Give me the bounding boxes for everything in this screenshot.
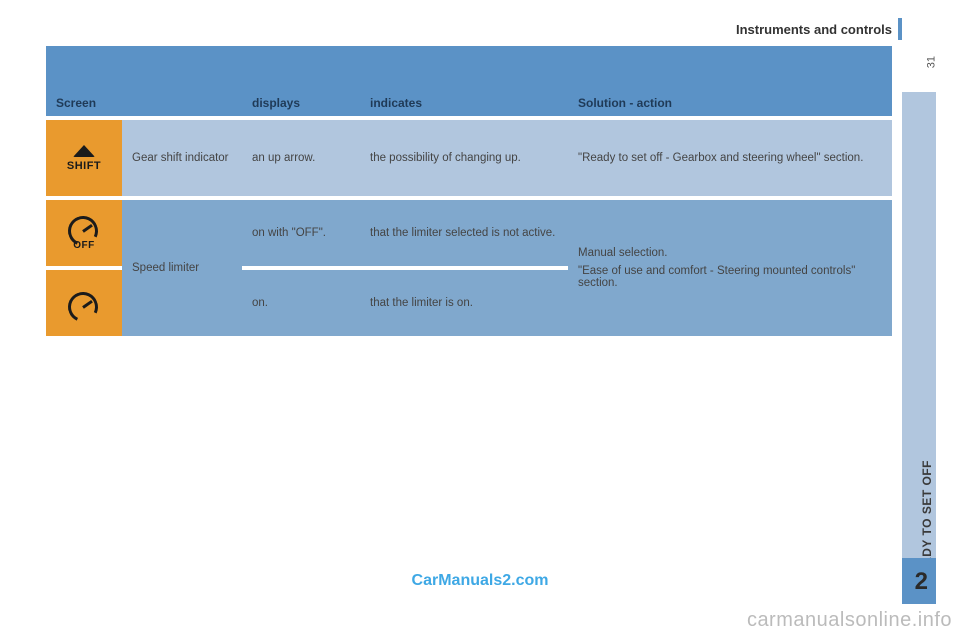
table-header-row: Screen displays indicates Solution - act…	[46, 90, 892, 116]
table-banner	[46, 46, 892, 90]
watermark-center: CarManuals2.com	[412, 572, 549, 590]
gauge-on-icon	[56, 280, 112, 326]
speedlimiter-on-icon-cell	[46, 266, 122, 336]
arrow-up-icon	[73, 145, 95, 157]
header-displays: displays	[242, 90, 360, 116]
gauge-icon	[68, 216, 100, 238]
header-indicates: indicates	[360, 90, 568, 116]
indicator-table: Screen displays indicates Solution - act…	[46, 90, 892, 336]
speedlimiter-on-displays: on.	[242, 266, 360, 336]
gearshift-name: Gear shift indicator	[122, 116, 242, 196]
section-title-accent	[898, 18, 902, 40]
speedlimiter-on-indicates: that the limiter is on.	[360, 266, 568, 336]
shift-icon-label: SHIFT	[67, 160, 101, 172]
speedlimiter-off-indicates: that the limiter selected is not active.	[360, 196, 568, 266]
gauge-off-icon: OFF	[56, 210, 112, 256]
indicator-table-wrap: Screen displays indicates Solution - act…	[46, 46, 892, 336]
manual-page: Instruments and controls 31 READY TO SET…	[0, 0, 960, 640]
speedlimiter-off-displays: on with "OFF".	[242, 196, 360, 266]
gearshift-icon-cell: SHIFT	[46, 116, 122, 196]
gauge-icon	[68, 292, 100, 314]
gearshift-indicates: the possibility of changing up.	[360, 116, 568, 196]
gearshift-solution: "Ready to set off - Gearbox and steering…	[568, 116, 892, 196]
speedlimiter-solution-l2: "Ease of use and comfort - Steering moun…	[578, 265, 882, 289]
chapter-number: 2	[915, 568, 928, 596]
row-gearshift: SHIFT Gear shift indicator an up arrow. …	[46, 116, 892, 196]
row-speed-limiter-off: OFF Speed limiter on with "OFF". that th…	[46, 196, 892, 266]
watermark-corner: carmanualsonline.info	[747, 609, 952, 632]
section-title: Instruments and controls	[736, 22, 892, 37]
header-screen: Screen	[46, 90, 242, 116]
shift-up-icon: SHIFT	[56, 130, 112, 186]
speedlimiter-name: Speed limiter	[122, 196, 242, 336]
speedlimiter-solution: Manual selection. "Ease of use and comfo…	[568, 196, 892, 336]
speedlimiter-solution-l1: Manual selection.	[578, 247, 882, 259]
gearshift-displays: an up arrow.	[242, 116, 360, 196]
header-solution: Solution - action	[568, 90, 892, 116]
page-number: 31	[925, 56, 937, 68]
speedlimiter-off-icon-cell: OFF	[46, 196, 122, 266]
